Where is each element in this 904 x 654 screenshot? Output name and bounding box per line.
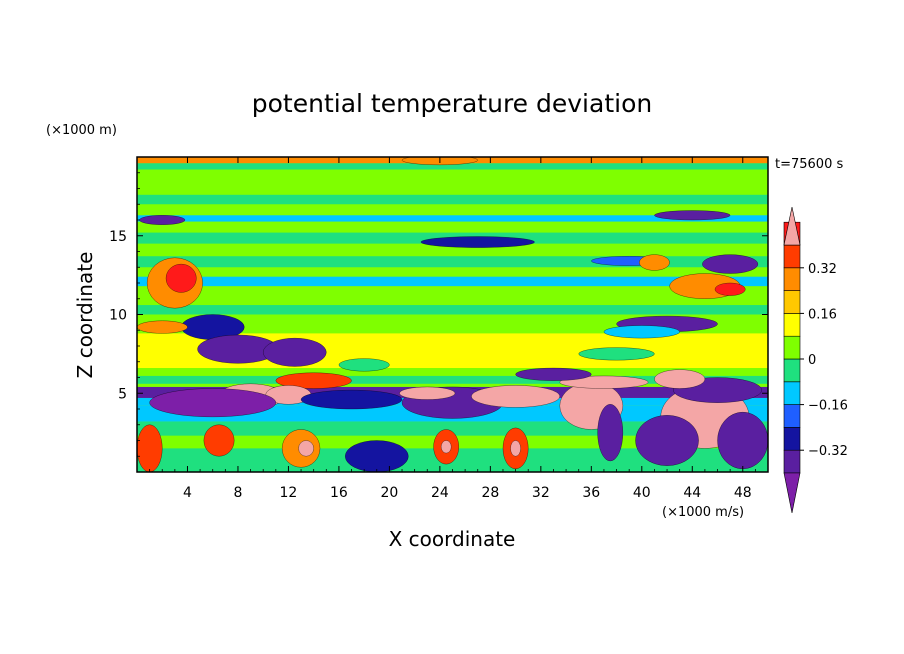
field-blob [440,440,452,454]
field-blob [203,424,235,457]
field-blob [603,325,680,339]
field-blob [597,404,624,462]
plot-area [137,157,768,472]
x-tick-label: 36 [582,485,600,501]
y-tick-label: 10 [109,308,127,324]
field-blob [338,358,390,372]
x-axis-title: X coordinate [389,527,516,551]
colorbar-extend-min [783,472,801,514]
field-blob [578,347,655,361]
field-blob [399,386,456,400]
x-tick-label: 16 [330,485,348,501]
colorbar-swatch [783,358,801,383]
field-blob [420,236,535,248]
field-blob [345,440,409,472]
colorbar-tick-label: 0.32 [808,262,837,277]
field-blob [139,215,186,225]
colorbar-swatch [783,449,801,474]
x-tick-label: 48 [734,485,752,501]
colorbar-swatch [783,267,801,291]
x-tick-label: 8 [233,485,242,501]
field-blob [717,412,768,469]
chart-title: potential temperature deviation [252,89,652,118]
field-blob [654,210,731,221]
contour-field [137,157,768,472]
field-band [137,194,768,205]
x-tick-label: 12 [280,485,298,501]
colorbar-swatch [783,335,801,360]
colorbar-swatch [783,244,801,269]
field-blob [559,375,649,389]
colorbar-swatch [783,290,801,314]
field-band [137,169,768,180]
field-band [137,375,768,384]
colorbar-swatch [783,404,801,428]
field-band [137,327,768,334]
field-blob [263,337,327,367]
x-tick-label: 4 [183,485,192,501]
time-label: t=75600 s [775,157,843,172]
field-band [137,256,768,268]
y-axis: 5 10 15 [109,172,768,457]
field-band [137,276,768,287]
x-tick-label: 44 [683,485,701,501]
field-blob [137,424,163,472]
field-blob [298,440,314,457]
colorbar-tick-label: −0.16 [808,399,848,414]
field-blob [149,388,276,418]
colorbar-tick-label: 0.16 [808,307,837,322]
x-tick-label: 40 [633,485,651,501]
colorbar: 0.32 0.16 0 −0.16 −0.32 [783,206,848,514]
x-axis: 4 8 12 16 20 24 28 32 36 40 44 48 [149,157,756,501]
colorbar-swatch [783,427,801,451]
colorbar-extend-max [783,206,801,246]
field-blob [654,369,706,389]
field-band [137,368,768,376]
x-tick-label: 24 [431,485,449,501]
x-tick-label: 32 [532,485,550,501]
field-blob [300,389,403,410]
colorbar-swatch [783,313,801,337]
field-blob [165,263,197,293]
colorbar-tick-label: 0 [808,353,816,368]
x-tick-label: 28 [481,485,499,501]
field-blob [137,320,188,334]
y-unit-label: (×1000 m) [46,123,117,138]
field-blob [515,367,592,381]
field-blob [275,372,352,389]
field-band [137,289,768,302]
field-band [137,305,768,315]
colorbar-tick-label: −0.32 [808,444,848,459]
field-blob [702,254,759,274]
x-unit-label: (×1000 m/s) [662,505,744,520]
field-band [137,163,768,170]
y-tick-label: 5 [118,386,127,402]
field-band [137,215,768,222]
colorbar-swatch [783,381,801,405]
y-tick-label: 15 [109,229,127,245]
field-blob [635,415,699,466]
field-blob [510,440,521,457]
field-blob [471,385,560,408]
field-blob [639,254,670,271]
x-tick-label: 20 [380,485,398,501]
y-axis-title: Z coordinate [73,252,97,379]
field-blob [714,282,746,296]
